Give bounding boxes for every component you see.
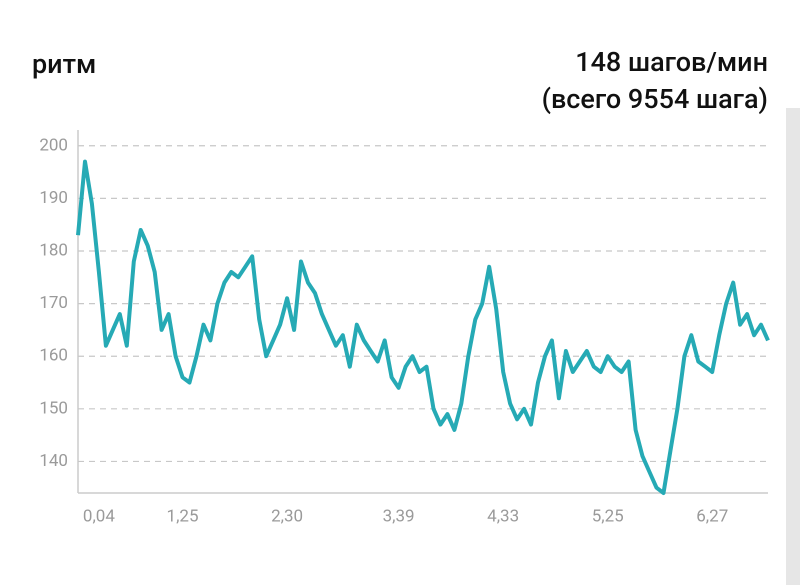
x-tick-label: 6,27 — [696, 506, 728, 526]
x-tick-label: 3,39 — [383, 506, 415, 526]
y-tick-label: 190 — [39, 188, 68, 208]
y-tick-label: 160 — [39, 346, 68, 366]
data-line — [76, 159, 770, 495]
y-tick-label: 170 — [39, 293, 68, 313]
y-tick-label: 200 — [39, 135, 68, 155]
x-tick-label: 0,04 — [83, 506, 115, 526]
x-tick-label: 4,33 — [487, 506, 519, 526]
y-tick-label: 150 — [39, 398, 68, 418]
summary: 148 шагов/мин — [575, 46, 768, 78]
x-tick-label: 2,30 — [271, 506, 303, 526]
x-tick-label: 1,25 — [167, 506, 199, 526]
chart-title: ритм — [32, 48, 96, 80]
y-tick-label: 140 — [39, 451, 68, 471]
scrollbar — [786, 108, 800, 585]
y-tick-label: 180 — [39, 240, 68, 260]
total: (всего 9554 шага) — [542, 83, 768, 115]
x-tick-label: 5,25 — [592, 506, 624, 526]
